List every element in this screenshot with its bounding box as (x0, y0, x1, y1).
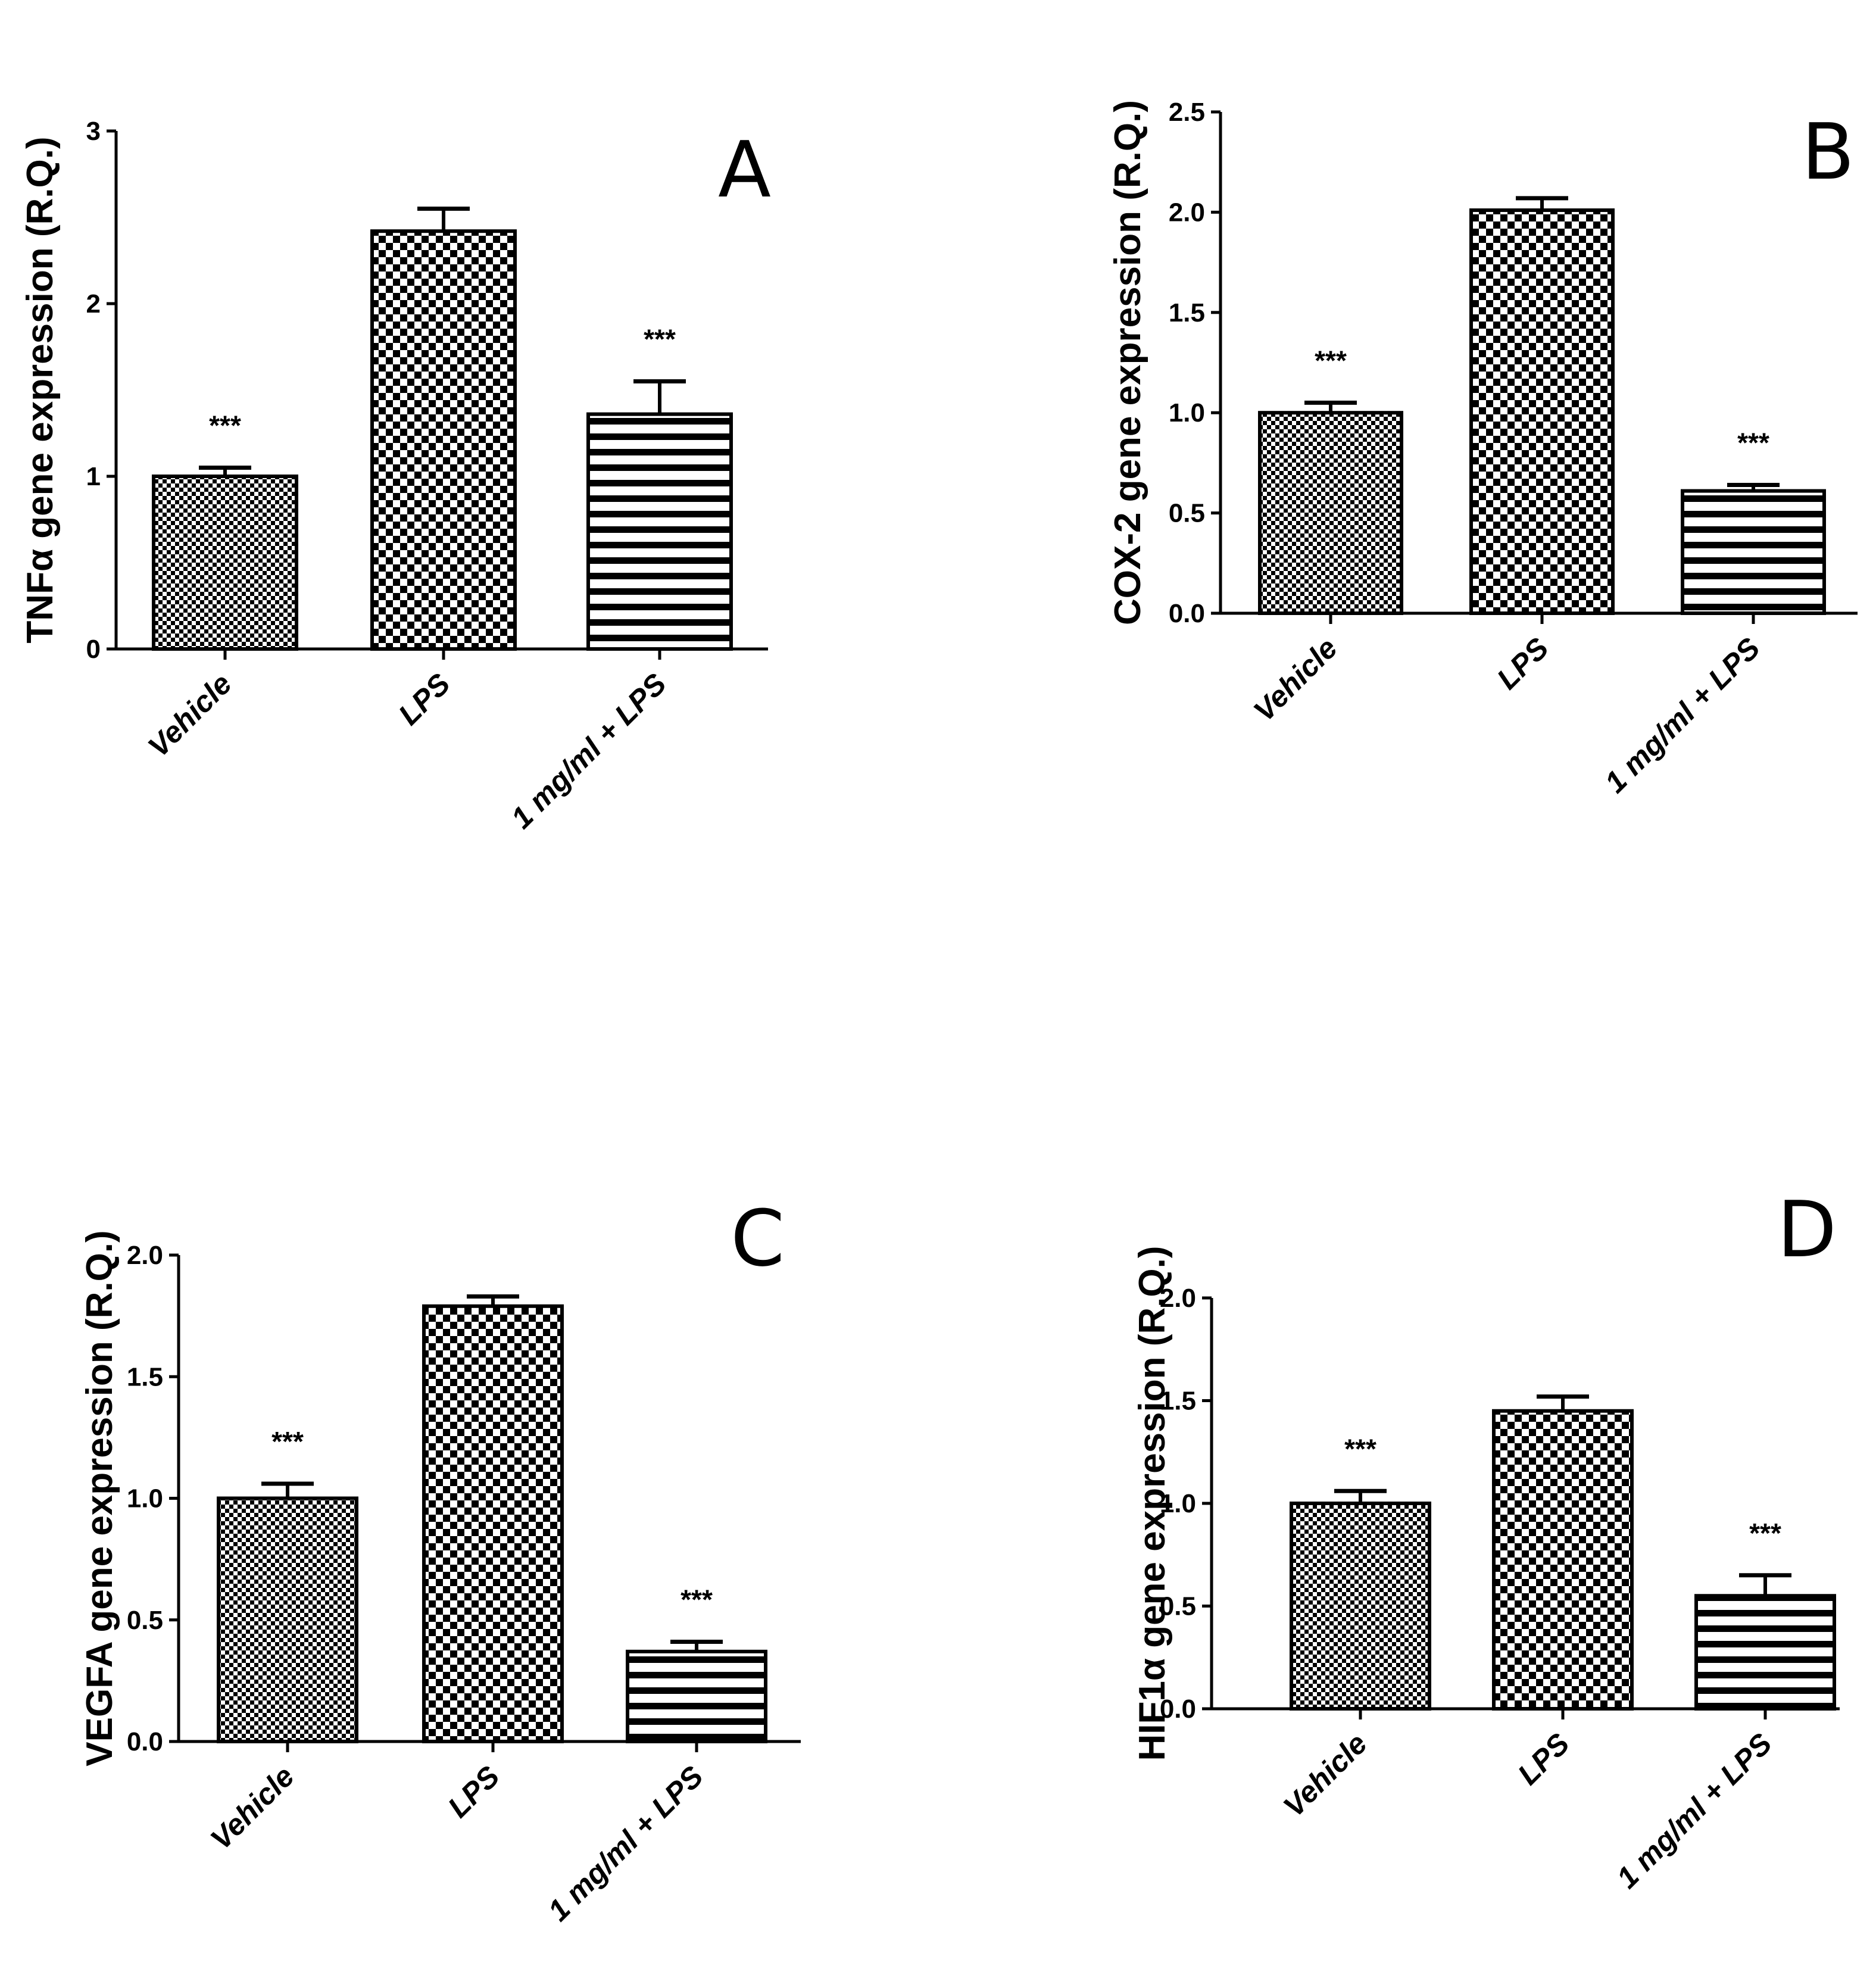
bar (1492, 1409, 1634, 1711)
category-label: 1 mg/ml + LPS (542, 1759, 710, 1927)
significance-label: *** (644, 324, 676, 355)
panel-letter: B (1802, 107, 1855, 197)
bar (152, 475, 298, 651)
bar (1258, 411, 1403, 615)
panel-b: 0.0 0.5 1.0 1.5 2.0 2.5 COX-2 gene expression … (1107, 98, 1858, 799)
y-tick-label: 2.0 (1160, 1284, 1196, 1313)
y-axis-title: COX-2 gene expression (R.Q.) (1107, 100, 1148, 625)
bar (586, 412, 733, 651)
category-label: 1 mg/ml + LPS (1599, 631, 1766, 799)
category-label: 1 mg/ml + LPS (1610, 1727, 1778, 1895)
y-axis-title: TNFα gene expression (R.Q.) (20, 136, 61, 643)
category-label: LPS (441, 1759, 505, 1824)
y-axis-title: VEGFA gene expression (R.Q.) (79, 1230, 120, 1766)
y-tick-label: 2 (86, 289, 101, 319)
panel-letter: C (731, 1193, 785, 1284)
y-tick-label: 1.5 (1169, 298, 1205, 327)
category-label: LPS (1490, 631, 1555, 695)
y-tick-label: 2.0 (1169, 198, 1205, 227)
significance-label: *** (209, 410, 241, 441)
category-label: Vehicle (204, 1759, 301, 1856)
bar (370, 229, 517, 651)
bar (1694, 1594, 1836, 1711)
significance-label: *** (271, 1426, 304, 1457)
category-label: Vehicle (1247, 631, 1344, 728)
y-tick-label: 1.0 (1169, 398, 1205, 427)
category-label: Vehicle (1277, 1727, 1374, 1823)
y-tick-label: 1.0 (1160, 1489, 1196, 1518)
y-tick-label: 1.5 (127, 1362, 163, 1391)
y-tick-label: 2.0 (127, 1241, 163, 1270)
significance-label: *** (1344, 1433, 1376, 1464)
y-tick-label: 1 (86, 462, 101, 491)
significance-label: *** (1315, 345, 1347, 376)
bar (626, 1649, 767, 1743)
y-tick-label: 0.0 (127, 1727, 163, 1756)
y-axis-title: HIF1α gene expression (R.Q.) (1132, 1246, 1173, 1761)
y-tick-label: 0.0 (1169, 599, 1205, 628)
significance-label: *** (1737, 427, 1769, 458)
y-tick-label: 0.0 (1160, 1694, 1196, 1724)
y-tick-label: 0.5 (127, 1606, 163, 1635)
category-label: Vehicle (142, 667, 238, 763)
y-tick-label: 3 (86, 117, 101, 146)
panel-letter: A (718, 124, 771, 215)
category-label: 1 mg/ml + LPS (505, 667, 673, 835)
panel-letter: D (1777, 1184, 1837, 1275)
category-label: LPS (392, 667, 456, 731)
significance-label: *** (681, 1584, 713, 1615)
bar (1681, 489, 1826, 615)
y-tick-label: 2.5 (1169, 98, 1205, 127)
y-tick-label: 1.5 (1160, 1387, 1196, 1416)
y-tick-label: 0.5 (1169, 499, 1205, 528)
bar (422, 1304, 564, 1743)
bar (217, 1496, 358, 1743)
category-label: LPS (1511, 1727, 1575, 1791)
bar (1290, 1502, 1431, 1711)
y-tick-label: 0.5 (1160, 1592, 1196, 1621)
significance-label: *** (1749, 1518, 1781, 1549)
y-tick-label: 0 (86, 635, 101, 664)
panel-a: 0 1 2 3 TNFα gene expression (R.Q.) *** Vehicl… (20, 117, 771, 835)
y-tick-label: 1.0 (127, 1484, 163, 1513)
bar (1469, 208, 1615, 616)
